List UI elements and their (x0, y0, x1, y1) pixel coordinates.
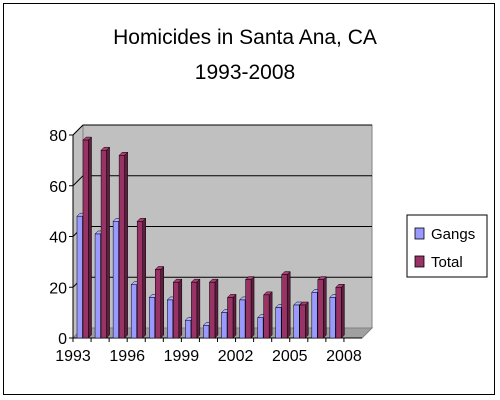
bar-side (196, 278, 201, 339)
gridline-side (72, 175, 84, 187)
bar (173, 281, 180, 339)
bar (209, 281, 216, 339)
bar (130, 284, 137, 339)
legend-label: Total (431, 254, 463, 271)
x-tick-label: 2002 (218, 348, 254, 365)
bar (317, 279, 324, 339)
bar-side (160, 265, 164, 339)
bar (118, 155, 125, 339)
x-tick-label: 2008 (326, 348, 362, 365)
plot-area: 0 20 40 60 80 1993 1996 1999 2002 2005 2008 (49, 124, 374, 365)
bar (82, 139, 89, 339)
bar (227, 297, 234, 339)
y-tick-label: 40 (49, 230, 67, 247)
bar-side (88, 136, 92, 339)
bar (76, 215, 83, 339)
bar (149, 297, 155, 339)
bar (221, 312, 228, 339)
bar (299, 304, 306, 339)
bar-side (268, 291, 273, 339)
bar (329, 297, 336, 339)
bar (203, 325, 210, 339)
legend-swatch (414, 227, 425, 240)
bar (167, 299, 174, 339)
legend-label: Gangs (431, 226, 475, 243)
bar (263, 294, 270, 339)
bar-side (250, 276, 255, 339)
legend: Gangs Total (406, 214, 488, 278)
bar (94, 233, 101, 339)
bar (155, 269, 161, 339)
legend-swatch (414, 255, 425, 268)
bar (239, 299, 246, 339)
bar-side (305, 301, 309, 339)
bar-side (232, 293, 237, 339)
bar-side (214, 278, 219, 339)
bar (245, 279, 252, 339)
bar-side (142, 217, 146, 339)
bar (191, 281, 198, 339)
bar (257, 317, 264, 339)
gridline-side (72, 124, 84, 136)
y-tick-label: 0 (58, 331, 67, 348)
bar (281, 274, 288, 339)
bar (185, 319, 192, 339)
bar-side (124, 151, 128, 339)
x-tick-label: 1999 (164, 348, 200, 365)
bar-side (178, 278, 183, 339)
chart-subtitle: 1993-2008 (195, 61, 295, 84)
y-tick-label: 60 (49, 179, 67, 196)
bar (136, 221, 143, 339)
bar (293, 304, 300, 339)
chart-title: Homicides in Santa Ana, CA (113, 26, 377, 49)
bar (335, 287, 342, 339)
bar-side (341, 283, 345, 339)
y-tick-label: 80 (49, 128, 67, 145)
y-tick-label: 20 (49, 280, 67, 297)
x-tick-label: 1993 (55, 348, 91, 365)
bar (112, 221, 119, 339)
bar (100, 149, 107, 339)
bar-side (286, 270, 291, 339)
bar (275, 307, 282, 339)
bar-side (323, 276, 327, 339)
x-tick-label: 1996 (109, 348, 145, 365)
bar-side (106, 146, 110, 339)
x-tick-label: 2005 (272, 348, 308, 365)
bar (311, 292, 318, 339)
